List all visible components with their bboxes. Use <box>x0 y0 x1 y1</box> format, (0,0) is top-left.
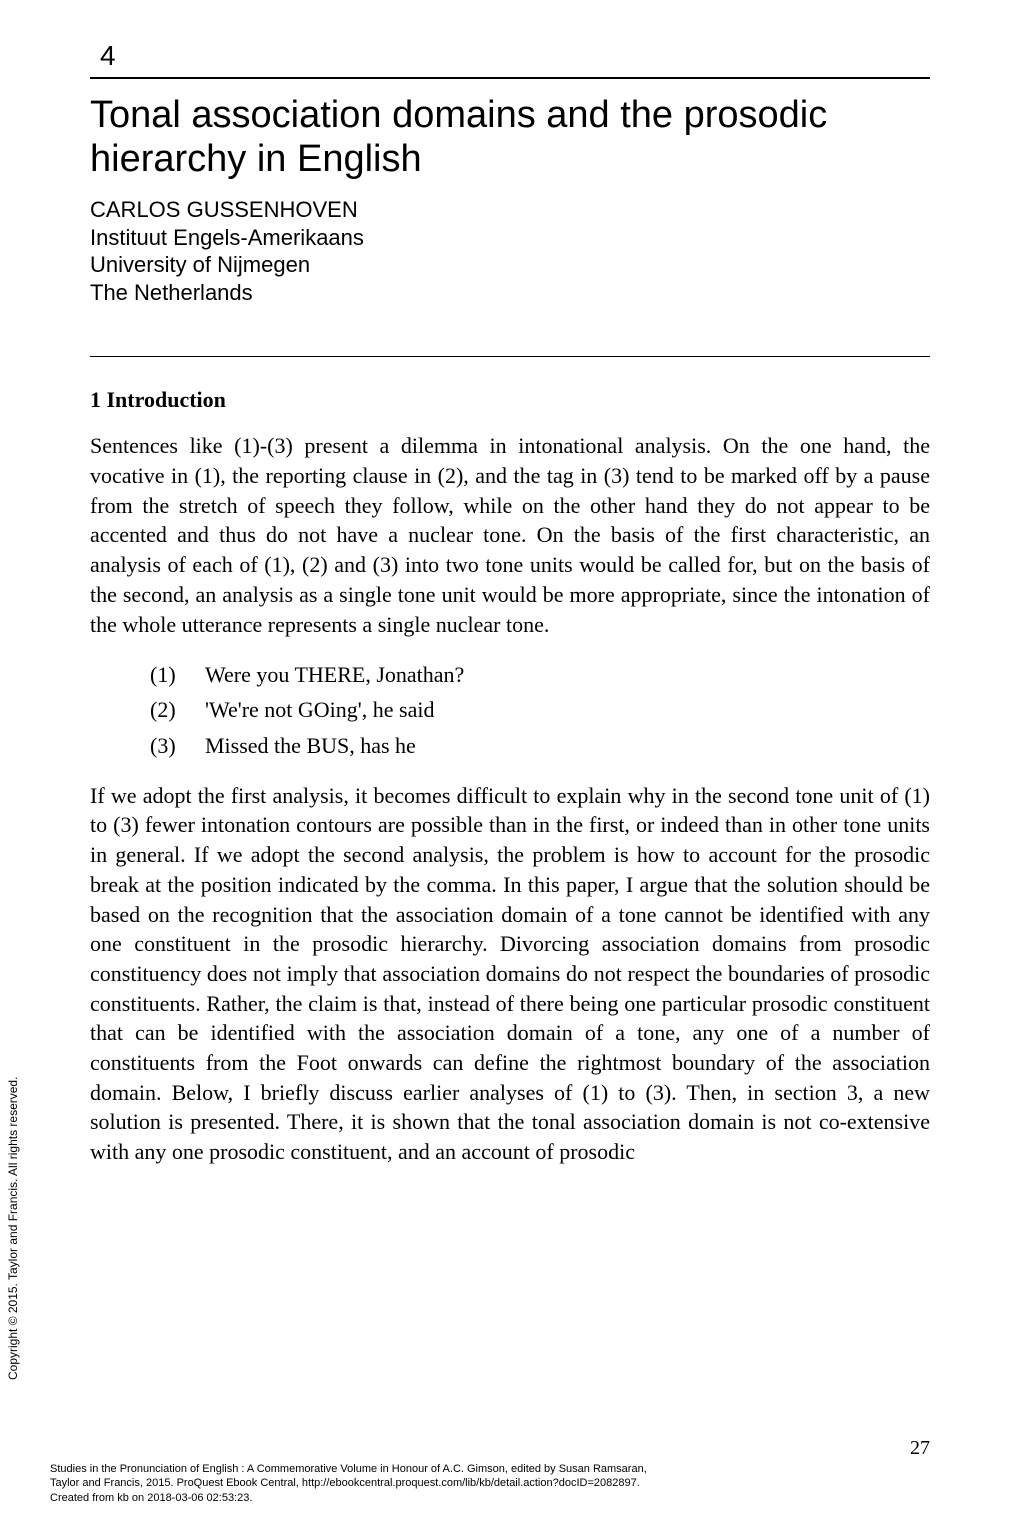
rule-mid <box>90 356 930 357</box>
example-item: (1) Were you THERE, Jonathan? <box>150 657 930 692</box>
copyright-vertical: Copyright © 2015. Taylor and Francis. Al… <box>6 1077 20 1380</box>
example-text: Were you THERE, Jonathan? <box>205 657 464 692</box>
example-text: Missed the BUS, has he <box>205 728 416 763</box>
affiliation-3: The Netherlands <box>90 279 930 307</box>
affiliation-1: Instituut Engels-Amerikaans <box>90 224 930 252</box>
example-item: (3) Missed the BUS, has he <box>150 728 930 763</box>
example-number: (2) <box>150 692 205 727</box>
example-text: 'We're not GOing', he said <box>205 692 434 727</box>
affiliation-2: University of Nijmegen <box>90 251 930 279</box>
footer-citation: Studies in the Pronunciation of English … <box>50 1462 970 1505</box>
example-list: (1) Were you THERE, Jonathan? (2) 'We're… <box>150 657 930 763</box>
page-number: 27 <box>910 1437 930 1460</box>
body-paragraph-2: If we adopt the first analysis, it becom… <box>90 781 930 1167</box>
footer-line-3: Created from kb on 2018-03-06 02:53:23. <box>50 1491 970 1505</box>
section-heading: 1 Introduction <box>90 387 930 413</box>
footer-line-1: Studies in the Pronunciation of English … <box>50 1462 970 1476</box>
chapter-title: Tonal association domains and the prosod… <box>90 94 930 181</box>
footer-line-2: Taylor and Francis, 2015. ProQuest Ebook… <box>50 1476 970 1490</box>
chapter-number: 4 <box>100 40 930 72</box>
author-name: CARLOS GUSSENHOVEN <box>90 196 930 224</box>
example-number: (1) <box>150 657 205 692</box>
rule-top <box>90 77 930 79</box>
example-number: (3) <box>150 728 205 763</box>
body-paragraph-1: Sentences like (1)-(3) present a dilemma… <box>90 431 930 639</box>
example-item: (2) 'We're not GOing', he said <box>150 692 930 727</box>
